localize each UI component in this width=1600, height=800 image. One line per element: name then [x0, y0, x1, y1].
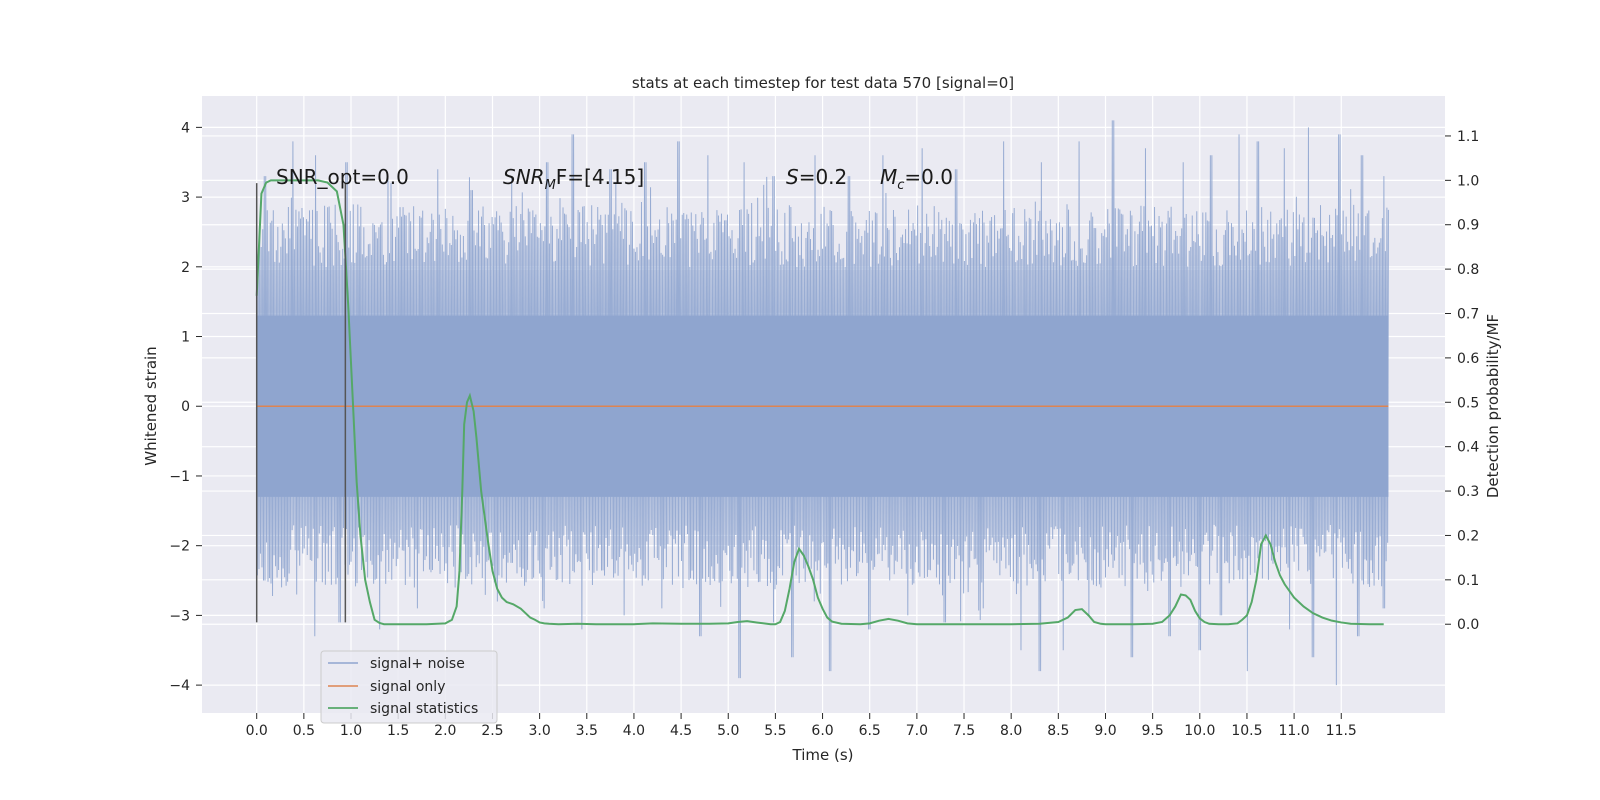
x-tick-label: 4.0	[623, 723, 645, 739]
y-axis-ticks: 4 3 2 1 0 −1 −2 −3 −4	[169, 120, 202, 694]
annotation-snr-opt: SNR_opt=0.0	[276, 165, 409, 189]
y-right-tick-label: 0.0	[1457, 617, 1479, 633]
y-right-tick-label: 0.9	[1457, 218, 1479, 234]
annotation-snr-mf-sub: M	[545, 178, 556, 193]
y-axis-label: Whitened strain	[142, 346, 160, 465]
noise-line	[256, 120, 1389, 686]
y-right-tick-label: 0.6	[1457, 351, 1479, 367]
y-right-axis-label: Detection probability/MF	[1484, 314, 1502, 498]
legend-label-signal: signal only	[370, 679, 445, 695]
y-tick-label: 4	[181, 120, 190, 136]
x-tick-label: 3.0	[528, 723, 550, 739]
vertical-markers	[255, 183, 347, 623]
x-tick-label: 8.0	[1000, 723, 1022, 739]
x-tick-label: 7.5	[953, 723, 975, 739]
x-tick-label: 0.0	[246, 723, 268, 739]
x-tick-label: 10.5	[1231, 723, 1262, 739]
y-tick-label: −2	[169, 539, 190, 555]
y-tick-label: 0	[181, 399, 190, 415]
x-tick-label: 4.5	[670, 723, 692, 739]
y-tick-label: −3	[169, 608, 190, 624]
x-tick-label: 5.0	[717, 723, 739, 739]
y-tick-label: 1	[181, 330, 190, 346]
y-right-tick-label: 0.2	[1457, 528, 1479, 544]
legend-label-noise: signal+ noise	[370, 656, 465, 672]
x-tick-label: 1.0	[340, 723, 362, 739]
x-tick-label: 5.5	[764, 723, 786, 739]
annotation-mc-sub: c	[897, 178, 904, 193]
y-right-tick-label: 0.8	[1457, 262, 1479, 278]
x-tick-label: 2.5	[481, 723, 503, 739]
annotation-snr-mf: SNRMF=[4.15]	[503, 165, 644, 193]
x-tick-label: 7.0	[906, 723, 928, 739]
statistics-line	[255, 179, 1384, 626]
annotation-s-rest: =0.2	[799, 165, 848, 189]
y-right-tick-label: 1.0	[1457, 173, 1479, 189]
y-right-tick-label: 0.7	[1457, 307, 1479, 323]
x-tick-label: 10.0	[1184, 723, 1215, 739]
y-tick-label: 2	[181, 260, 190, 276]
x-tick-label: 11.0	[1279, 723, 1310, 739]
legend-label-statistics: signal statistics	[370, 701, 478, 717]
y-right-tick-label: 0.1	[1457, 573, 1479, 589]
y-right-tick-label: 0.5	[1457, 395, 1479, 411]
annotation-s: S=0.2	[786, 165, 847, 189]
x-tick-label: 3.5	[576, 723, 598, 739]
legend-box	[320, 650, 498, 724]
y-right-axis-ticks: 1.1 1.0 0.9 0.8 0.7 0.6 0.5 0.4 0.3 0.2 0.1 0.0	[1445, 129, 1479, 633]
x-tick-label: 6.0	[811, 723, 833, 739]
y-tick-label: −1	[169, 469, 190, 485]
x-axis-ticks: 0.0 0.5 1.0 1.5 2.0 2.5 3.0 3.5 4.0 4.5 5.0 5.5 6.0 6…	[246, 713, 1357, 739]
x-axis-label: Time (s)	[792, 746, 854, 764]
annotation-mc: Mc=0.0	[880, 165, 953, 193]
y-right-tick-label: 1.1	[1457, 129, 1479, 145]
annotation-snr-mf-italic: SNR	[503, 165, 545, 189]
y-right-tick-label: 0.3	[1457, 484, 1479, 500]
y-tick-label: −4	[169, 678, 190, 694]
x-tick-label: 11.5	[1326, 723, 1357, 739]
x-tick-label: 9.5	[1142, 723, 1164, 739]
annotation-mc-italic: M	[880, 165, 897, 189]
x-tick-label: 1.5	[387, 723, 409, 739]
annotation-snr-mf-rest: F=[4.15]	[556, 165, 644, 189]
x-tick-label: 6.5	[859, 723, 881, 739]
signal-statistics-series	[255, 179, 1384, 626]
x-tick-label: 8.5	[1047, 723, 1069, 739]
annotation-s-italic: S	[786, 165, 799, 189]
annotation-mc-rest: =0.0	[904, 165, 953, 189]
x-tick-label: 0.5	[293, 723, 315, 739]
y-right-tick-label: 0.4	[1457, 440, 1479, 456]
chart-title: stats at each timestep for test data 570…	[632, 74, 1014, 92]
legend: signal+ noise signal only signal statist…	[320, 650, 498, 724]
y-tick-label: 3	[181, 190, 190, 206]
x-tick-label: 2.0	[434, 723, 456, 739]
x-tick-label: 9.0	[1094, 723, 1116, 739]
